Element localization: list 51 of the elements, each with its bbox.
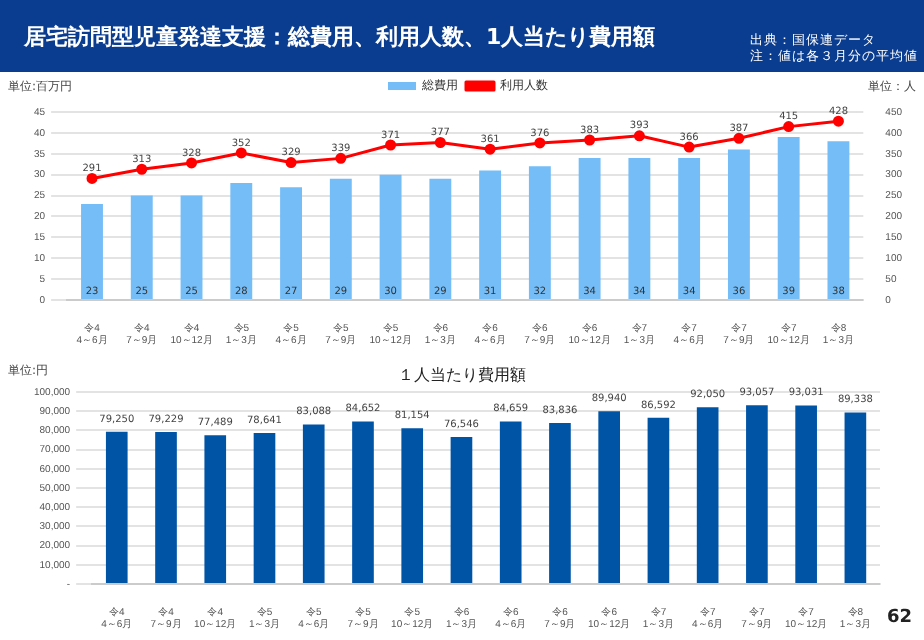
point xyxy=(683,141,695,153)
bar xyxy=(777,137,800,299)
point xyxy=(136,163,148,175)
bar xyxy=(528,166,551,299)
point xyxy=(534,137,546,149)
bar xyxy=(401,428,424,583)
bar xyxy=(578,157,601,299)
point xyxy=(584,134,596,146)
bar xyxy=(598,411,621,583)
bar xyxy=(499,421,522,583)
bar xyxy=(180,195,203,299)
text: 62 xyxy=(886,608,912,628)
bar xyxy=(647,417,670,583)
point xyxy=(335,152,347,164)
point xyxy=(783,121,795,133)
bar xyxy=(479,170,502,299)
bar xyxy=(727,149,750,299)
bar xyxy=(105,431,128,583)
bar xyxy=(329,178,352,299)
bar xyxy=(844,412,867,583)
bar xyxy=(155,431,177,583)
bar xyxy=(253,433,276,583)
bar xyxy=(696,407,719,583)
bar xyxy=(130,195,153,299)
bar xyxy=(429,178,452,299)
bar xyxy=(204,435,227,583)
bar xyxy=(795,405,817,583)
bar xyxy=(302,424,325,583)
chart-title: 居宅訪問型児童発達支援：総費用、利用人数、1人当たり費用額 xyxy=(24,22,656,52)
bar xyxy=(549,423,571,583)
point xyxy=(733,132,745,144)
point xyxy=(434,137,446,148)
point xyxy=(86,172,98,184)
chart-title: １人当たり費用額 xyxy=(398,366,526,384)
bar xyxy=(746,405,768,583)
bar xyxy=(280,187,302,299)
bar xyxy=(379,174,402,299)
bar xyxy=(230,183,253,299)
point xyxy=(385,139,397,151)
bar xyxy=(81,203,103,299)
point xyxy=(832,115,844,127)
point xyxy=(633,130,645,142)
point xyxy=(235,147,247,159)
bar xyxy=(450,437,473,583)
bar xyxy=(678,157,701,299)
point xyxy=(285,157,297,169)
bar xyxy=(352,421,374,583)
point xyxy=(484,143,496,155)
bar xyxy=(628,157,651,299)
bar xyxy=(827,141,850,299)
point xyxy=(186,157,198,169)
